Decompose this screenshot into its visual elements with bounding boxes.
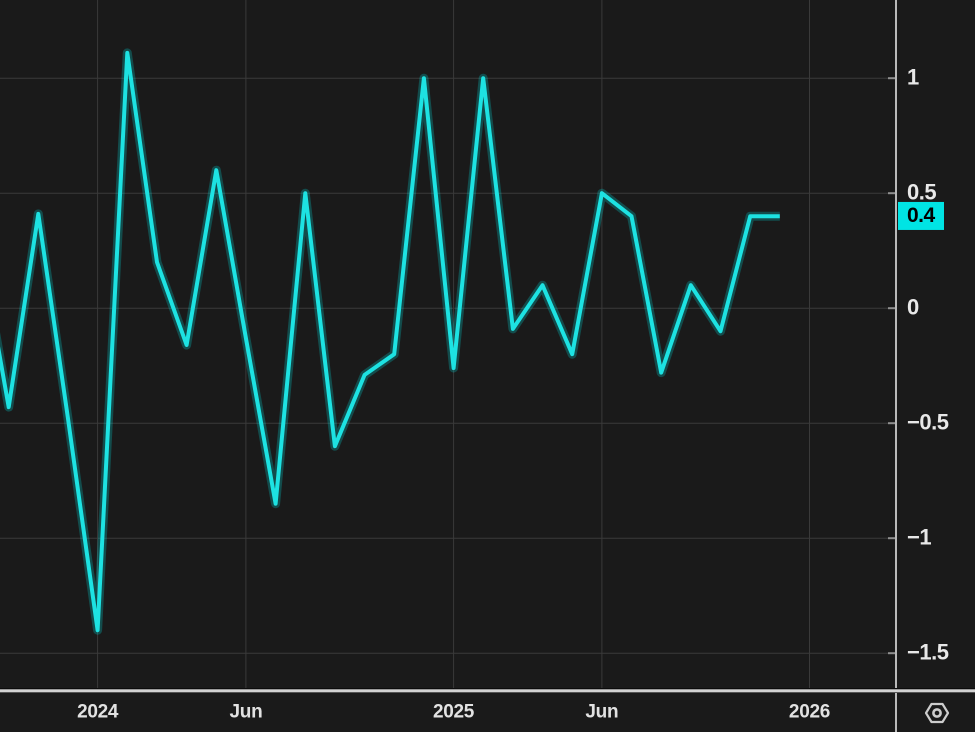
x-tick-label: 2024 bbox=[77, 701, 119, 723]
axis-line-horizontal bbox=[0, 688, 975, 693]
y-tick-label: −0.5 bbox=[907, 409, 949, 435]
x-tick-label: Jun bbox=[585, 701, 619, 723]
gear-hexagon bbox=[924, 702, 950, 724]
series-line-svg bbox=[0, 0, 897, 690]
plot-area[interactable] bbox=[0, 0, 897, 690]
y-tick-label: 0.5 bbox=[907, 179, 937, 205]
settings-corner bbox=[899, 694, 975, 732]
y-tick-label: −1.5 bbox=[907, 639, 949, 665]
grid-horizontal-lines bbox=[0, 77, 897, 654]
axis-line-vertical bbox=[895, 0, 897, 732]
x-tick-label: 2025 bbox=[433, 701, 475, 723]
x-axis: 2024 Jun 2025 Jun 2026 bbox=[0, 693, 897, 732]
grid-vertical-lines bbox=[97, 0, 810, 690]
series-line bbox=[0, 50, 780, 633]
y-axis: 0.4 1 0.5 0 −0.5 −1 −1.5 bbox=[897, 0, 975, 690]
last-value-badge: 0.4 bbox=[898, 202, 944, 231]
y-tick-label: 1 bbox=[907, 64, 919, 90]
gear-center-dot bbox=[932, 708, 942, 718]
y-tick-label: 0 bbox=[907, 294, 919, 320]
x-tick-label: 2026 bbox=[788, 701, 831, 723]
settings-gear-icon[interactable] bbox=[924, 701, 950, 725]
x-tick-label: Jun bbox=[229, 701, 263, 723]
y-tick-label: −1 bbox=[907, 524, 932, 550]
series-line-glow bbox=[0, 48, 780, 635]
